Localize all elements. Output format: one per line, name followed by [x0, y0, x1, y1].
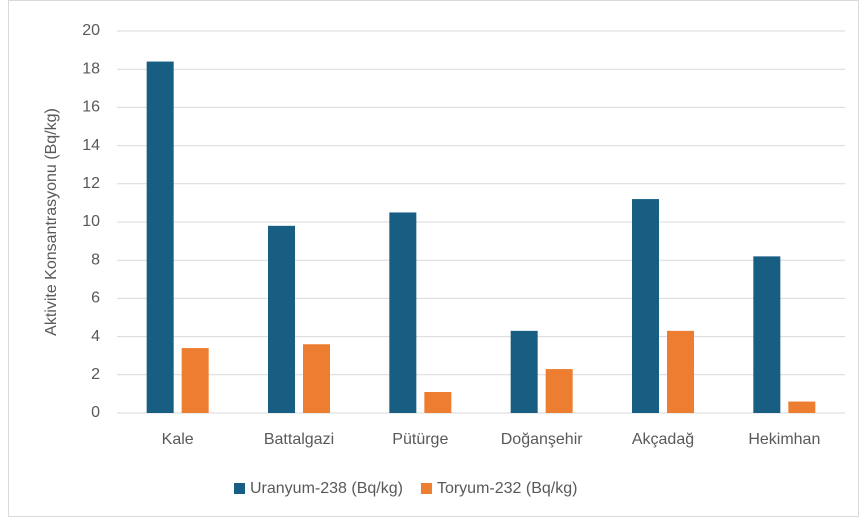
y-tick-label: 14: [82, 137, 100, 154]
x-tick-label: Akçadağ: [632, 431, 694, 448]
bar: [545, 369, 573, 413]
y-tick-label: 10: [82, 213, 100, 230]
bar: [181, 348, 209, 413]
bar: [303, 344, 330, 413]
y-axis-label: Aktivite Konsantrasyonu (Bq/kg): [43, 108, 60, 336]
bar: [389, 212, 417, 413]
x-tick-label: Kale: [162, 431, 194, 448]
legend-label: Uranyum-238 (Bq/kg): [250, 480, 403, 497]
bar: [632, 199, 659, 413]
legend-swatch: [234, 483, 245, 494]
y-tick-label: 4: [91, 328, 100, 345]
bar: [424, 391, 452, 413]
y-tick-label: 20: [82, 22, 100, 39]
bar: [146, 61, 174, 414]
bar: [268, 225, 295, 413]
legend-swatch: [420, 483, 432, 494]
y-tick-label: 6: [91, 290, 100, 307]
x-tick-label: Hekimhan: [748, 431, 820, 448]
bar: [788, 401, 816, 413]
y-tick-label: 0: [91, 404, 100, 421]
bar: [510, 330, 538, 413]
y-tick-label: 12: [82, 175, 100, 192]
x-tick-label: Pütürge: [392, 431, 448, 448]
x-tick-label: Doğanşehir: [501, 431, 584, 448]
bar: [753, 256, 781, 413]
y-tick-label: 16: [82, 99, 100, 116]
x-tick-label: Battalgazi: [264, 431, 334, 448]
y-tick-label: 2: [91, 366, 100, 383]
y-tick-label: 8: [91, 251, 100, 268]
y-tick-label: 18: [82, 60, 100, 77]
legend-label: Toryum-232 (Bq/kg): [437, 480, 578, 497]
bar: [667, 330, 694, 413]
